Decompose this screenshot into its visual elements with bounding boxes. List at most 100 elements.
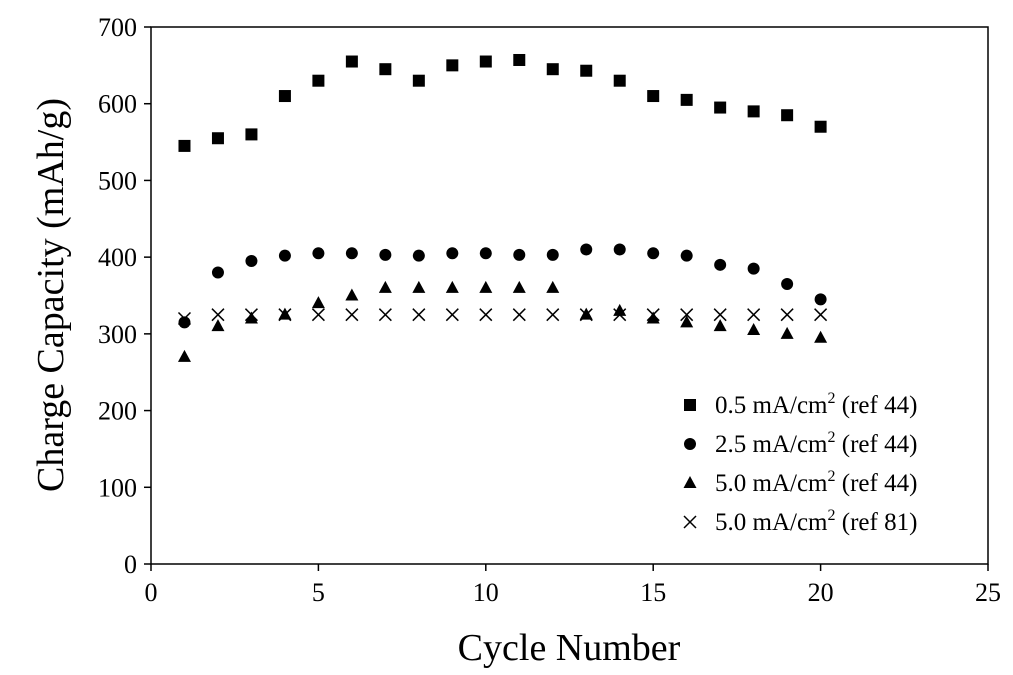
legend-label-superscript: 2 bbox=[828, 390, 836, 407]
data-point bbox=[211, 132, 224, 145]
x-axis-ticks: 0 5 10 15 20 25 bbox=[145, 564, 1001, 607]
x-marker-stroke bbox=[579, 308, 593, 322]
x-tick-label: 0 bbox=[145, 578, 158, 607]
legend-label-main: 0.5 mA/cm bbox=[715, 392, 828, 419]
x-tick-label: 25 bbox=[975, 578, 1001, 607]
x-marker-stroke bbox=[680, 308, 694, 322]
data-point bbox=[412, 280, 426, 293]
data-point bbox=[446, 59, 459, 72]
legend-label: 0.5 mA/cm2 (ref 44) bbox=[715, 390, 917, 419]
data-point bbox=[680, 308, 694, 322]
data-point bbox=[747, 308, 761, 322]
data-point bbox=[647, 247, 660, 260]
series-3 bbox=[177, 280, 828, 362]
legend-label-ref: (ref 81) bbox=[836, 509, 918, 536]
data-point bbox=[613, 308, 627, 322]
y-tick-label: 500 bbox=[98, 166, 137, 195]
data-point bbox=[613, 243, 626, 256]
data-point bbox=[345, 55, 358, 68]
y-tick-label: 200 bbox=[98, 397, 137, 426]
data-point bbox=[278, 249, 291, 262]
data-point bbox=[178, 316, 191, 329]
legend-label-ref: (ref 44) bbox=[836, 392, 918, 419]
x-axis-title: Cycle Number bbox=[458, 627, 681, 669]
x-marker-stroke bbox=[814, 308, 828, 322]
legend-item: 2.5 mA/cm2 (ref 44) bbox=[684, 429, 917, 458]
data-point bbox=[814, 120, 827, 133]
y-axis-title: Charge Capacity (mAh/g) bbox=[30, 98, 72, 492]
data-point bbox=[780, 308, 794, 322]
legend-label: 5.0 mA/cm2 (ref 44) bbox=[715, 468, 917, 497]
x-tick-label: 10 bbox=[473, 578, 499, 607]
data-point bbox=[311, 296, 325, 309]
legend-marker bbox=[684, 399, 696, 411]
data-point bbox=[445, 308, 459, 322]
x-marker-stroke bbox=[311, 308, 325, 322]
data-point bbox=[647, 90, 660, 103]
plot-area-frame bbox=[150, 26, 989, 565]
data-point bbox=[178, 139, 191, 152]
data-point bbox=[245, 254, 258, 267]
data-point bbox=[781, 277, 794, 290]
x-marker-stroke bbox=[211, 308, 225, 322]
data-point bbox=[814, 308, 828, 322]
data-point bbox=[379, 63, 392, 76]
y-axis-ticks: 0 100 200 300 400 500 600 700 bbox=[98, 13, 151, 579]
y-tick-label: 400 bbox=[98, 243, 137, 272]
legend: 0.5 mA/cm2 (ref 44)2.5 mA/cm2 (ref 44)5.… bbox=[683, 390, 917, 536]
data-point bbox=[479, 280, 493, 293]
data-point bbox=[680, 249, 693, 262]
data-point bbox=[211, 266, 224, 279]
data-point bbox=[479, 55, 492, 68]
data-point bbox=[412, 74, 425, 87]
data-point bbox=[714, 258, 727, 271]
legend-label-ref: (ref 44) bbox=[836, 431, 918, 458]
legend-label-superscript: 2 bbox=[828, 429, 836, 446]
data-point bbox=[714, 101, 727, 114]
data-point bbox=[713, 308, 727, 322]
series-layer bbox=[177, 53, 828, 362]
x-marker-stroke bbox=[613, 308, 627, 322]
series-1 bbox=[178, 53, 827, 152]
x-marker-stroke bbox=[278, 308, 292, 322]
data-point bbox=[546, 280, 560, 293]
data-point bbox=[379, 248, 392, 261]
data-point bbox=[278, 308, 292, 322]
legend-item: 0.5 mA/cm2 (ref 44) bbox=[684, 390, 917, 419]
x-marker-stroke bbox=[512, 308, 526, 322]
data-point bbox=[312, 74, 325, 87]
data-point bbox=[446, 247, 459, 260]
data-point bbox=[211, 308, 225, 322]
data-point bbox=[245, 128, 258, 141]
data-point bbox=[445, 280, 459, 293]
x-marker-stroke bbox=[244, 308, 258, 322]
data-point bbox=[546, 63, 559, 76]
data-point bbox=[244, 311, 258, 324]
legend-label: 2.5 mA/cm2 (ref 44) bbox=[715, 429, 917, 458]
data-point bbox=[814, 293, 827, 306]
data-point bbox=[512, 308, 526, 322]
data-point bbox=[780, 326, 794, 339]
y-tick-label: 100 bbox=[98, 473, 137, 502]
data-point bbox=[680, 315, 694, 328]
data-point bbox=[646, 311, 660, 324]
data-point bbox=[713, 319, 727, 332]
legend-item: 5.0 mA/cm2 (ref 81) bbox=[683, 507, 917, 536]
data-point bbox=[278, 90, 291, 103]
data-point bbox=[177, 311, 192, 326]
data-point bbox=[546, 308, 560, 322]
data-point bbox=[781, 109, 794, 122]
x-marker-stroke bbox=[378, 308, 392, 322]
legend-label-superscript: 2 bbox=[828, 468, 836, 485]
legend-label-main: 5.0 mA/cm bbox=[715, 509, 828, 536]
x-tick-label: 20 bbox=[808, 578, 834, 607]
data-point bbox=[613, 74, 626, 87]
legend-label: 5.0 mA/cm2 (ref 81) bbox=[715, 507, 917, 536]
y-tick-label: 600 bbox=[98, 90, 137, 119]
data-point bbox=[513, 248, 526, 261]
legend-label-ref: (ref 44) bbox=[836, 470, 918, 497]
data-point bbox=[312, 247, 325, 260]
data-point bbox=[378, 280, 392, 293]
data-point bbox=[211, 319, 225, 332]
data-point bbox=[814, 330, 828, 343]
